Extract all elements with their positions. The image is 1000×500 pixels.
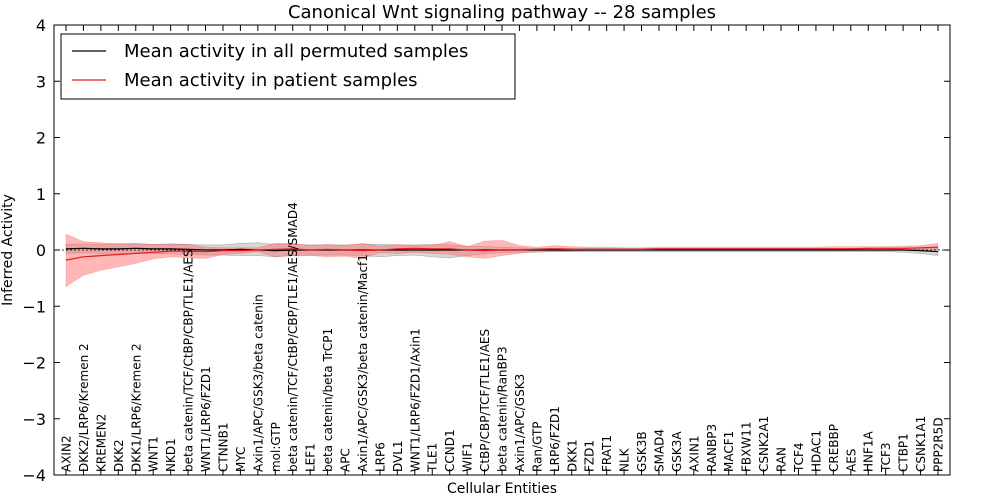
- x-tick-label: mol:GTP: [269, 422, 283, 472]
- x-axis: AXIN2 DKK2/LRP6/Kremen 2 KREMEN2 DKK2 DKK1/L…: [60, 25, 946, 475]
- x-tick-label: MYC: [234, 447, 248, 472]
- x-tick-label: WNT1/LRP6/FZD1: [199, 366, 213, 472]
- x-tick-label: AES: [844, 449, 858, 472]
- x-tick-label: DKK1: [565, 439, 579, 472]
- y-tick-label: −3: [22, 410, 46, 429]
- x-tick-label: CTNNB1: [216, 422, 230, 472]
- y-tick-label: 4: [36, 16, 46, 35]
- x-tick-label: CtBP/CBP/TCF/TLE1/AES: [478, 329, 492, 472]
- legend: Mean activity in all permuted samples Me…: [60, 33, 516, 100]
- x-tick-label: KREMEN2: [94, 414, 108, 472]
- y-tick-label: 2: [36, 129, 46, 148]
- x-tick-label: CTBP1: [897, 433, 911, 472]
- x-tick-label: LRP6/FZD1: [548, 406, 562, 472]
- x-tick-label: RANBP3: [705, 424, 719, 472]
- x-tick-label: CSNK1A1: [914, 416, 928, 472]
- y-tick-label: 0: [36, 241, 46, 260]
- x-tick-label: DKK2: [112, 439, 126, 472]
- x-tick-label: PPP2R5D: [932, 417, 946, 472]
- x-tick-label: LEF1: [304, 443, 318, 472]
- x-tick-label: NKD1: [164, 438, 178, 472]
- x-tick-label: MACF1: [722, 431, 736, 472]
- x-tick-label: beta catenin/TCF/CtBP/CBP/TLE1/AES/SMAD4: [286, 202, 300, 472]
- x-tick-label: RAN: [775, 447, 789, 472]
- x-tick-label: HNF1A: [862, 430, 876, 472]
- x-tick-label: GSK3B: [635, 431, 649, 472]
- x-tick-label: DKK1/LRP6/Kremen 2: [129, 343, 143, 472]
- x-tick-label: Ran/GTP: [530, 421, 544, 472]
- x-tick-label: WNT1: [147, 436, 161, 472]
- x-tick-label: Axin1/APC/GSK3: [513, 374, 527, 472]
- x-tick-label: Axin1/APC/GSK3/beta catenin/Macf1: [356, 254, 370, 472]
- x-tick-label: TCF3: [879, 442, 893, 473]
- y-tick-label: 3: [36, 72, 46, 91]
- x-tick-label: DKK2/LRP6/Kremen 2: [77, 343, 91, 472]
- chart-title: Canonical Wnt signaling pathway -- 28 sa…: [288, 2, 716, 23]
- x-tick-label: AXIN2: [60, 435, 74, 472]
- y-axis-label: Inferred Activity: [0, 194, 16, 306]
- y-axis: −4 −3 −2 −1 0 1 2 3 4: [22, 16, 950, 485]
- legend-label-permuted: Mean activity in all permuted samples: [124, 41, 468, 62]
- x-tick-label: APC: [339, 448, 353, 472]
- x-tick-label: SMAD4: [652, 429, 666, 472]
- x-tick-label: WIF1: [461, 442, 475, 472]
- x-tick-label: GSK3A: [670, 431, 684, 472]
- x-tick-label: LRP6: [373, 442, 387, 472]
- series-lines: [65, 246, 939, 261]
- x-tick-label: beta catenin/beta TrCP1: [321, 328, 335, 472]
- x-tick-label: FRAT1: [600, 435, 614, 472]
- x-tick-label: DVL1: [391, 440, 405, 472]
- x-tick-label: NLK: [618, 447, 632, 472]
- legend-label-patient: Mean activity in patient samples: [124, 70, 418, 91]
- y-tick-label: −2: [22, 354, 46, 373]
- x-tick-label: Axin1/APC/GSK3/beta catenin: [251, 294, 265, 472]
- x-tick-label: CSNK2A1: [757, 416, 771, 472]
- y-tick-label: −1: [22, 297, 46, 316]
- x-tick-label: WNT1/LRP6/FZD1/Axin1: [408, 328, 422, 472]
- x-tick-label: CREBBP: [827, 424, 841, 472]
- x-tick-label: beta catenin/TCF/CtBP/CBP/TLE1/AES: [182, 249, 196, 472]
- x-tick-label: HDAC1: [809, 430, 823, 472]
- y-tick-label: −4: [22, 466, 46, 485]
- x-tick-label: beta catenin/RanBP3: [496, 346, 510, 472]
- y-tick-label: 1: [36, 185, 46, 204]
- legend-box: [60, 33, 516, 100]
- x-tick-label: CCND1: [443, 429, 457, 472]
- x-tick-label: FZD1: [583, 440, 597, 472]
- x-tick-label: TLE1: [426, 443, 440, 473]
- x-tick-label: TCF4: [792, 442, 806, 473]
- line-series-1: [65, 246, 939, 261]
- x-tick-label: FBXW11: [740, 422, 754, 473]
- x-axis-label: Cellular Entities: [447, 481, 557, 497]
- x-tick-label: AXIN1: [687, 435, 701, 472]
